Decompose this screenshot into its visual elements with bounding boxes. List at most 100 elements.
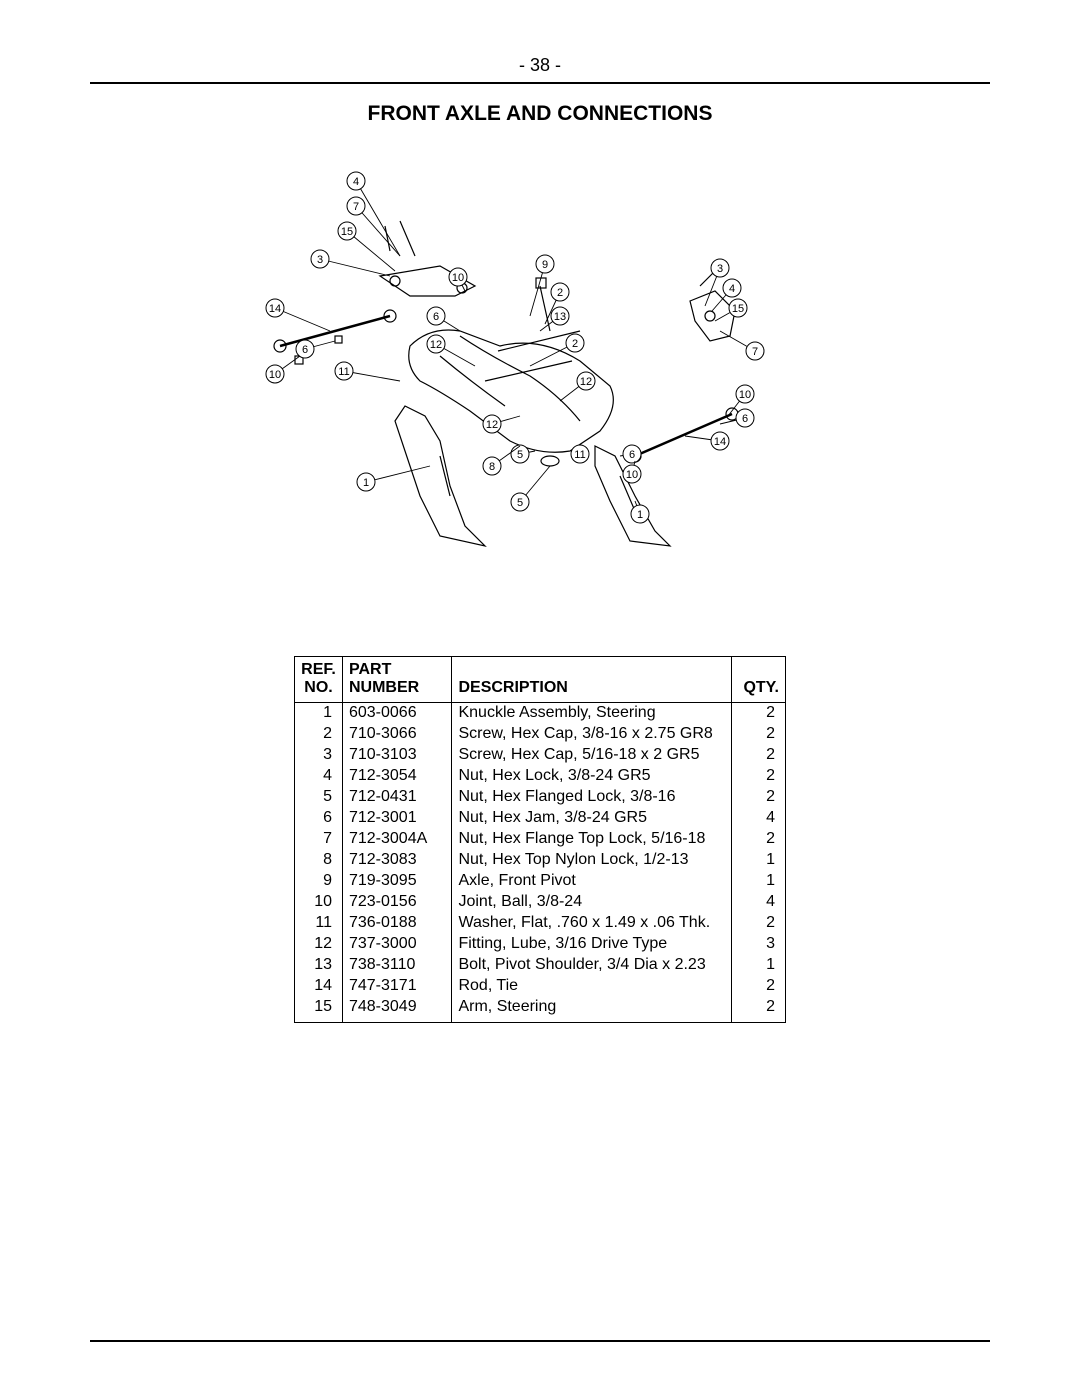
cell-desc: Arm, Steering — [452, 997, 732, 1023]
exploded-diagram: 4715391023415146132127611101210614125116… — [240, 156, 840, 566]
header-qty: QTY. — [732, 657, 786, 703]
table-row: 7712-3004ANut, Hex Flange Top Lock, 5/16… — [295, 829, 786, 850]
table-row: 11736-0188Washer, Flat, .760 x 1.49 x .0… — [295, 913, 786, 934]
cell-ref: 6 — [295, 808, 343, 829]
parts-table: REF. NO. PART NUMBER DESCRIPTION — [294, 656, 786, 1023]
section-title: FRONT AXLE AND CONNECTIONS — [90, 102, 990, 126]
callout-10: 10 — [266, 356, 300, 383]
page-number: - 38 - — [90, 55, 990, 76]
svg-text:1: 1 — [363, 477, 369, 489]
diagram-svg: 4715391023415146132127611101210614125116… — [240, 156, 840, 566]
svg-text:11: 11 — [338, 366, 349, 378]
cell-qty: 2 — [732, 913, 786, 934]
svg-text:4: 4 — [729, 283, 735, 295]
svg-text:10: 10 — [626, 469, 638, 481]
svg-text:12: 12 — [580, 376, 592, 388]
header-ref: REF. NO. — [295, 657, 343, 703]
svg-text:12: 12 — [430, 339, 442, 351]
cell-part: 710-3103 — [342, 745, 451, 766]
cell-qty: 1 — [732, 871, 786, 892]
cell-part: 603-0066 — [342, 702, 451, 724]
cell-desc: Bolt, Pivot Shoulder, 3/4 Dia x 2.23 — [452, 955, 732, 976]
cell-ref: 7 — [295, 829, 343, 850]
cell-desc: Nut, Hex Lock, 3/8-24 GR5 — [452, 766, 732, 787]
cell-ref: 8 — [295, 850, 343, 871]
cell-qty: 2 — [732, 702, 786, 724]
table-row: 6712-3001Nut, Hex Jam, 3/8-24 GR54 — [295, 808, 786, 829]
header-qty-text: QTY. — [738, 679, 779, 697]
table-row: 10723-0156Joint, Ball, 3/8-244 — [295, 892, 786, 913]
svg-text:10: 10 — [739, 389, 751, 401]
cell-qty: 2 — [732, 766, 786, 787]
svg-text:10: 10 — [452, 272, 464, 284]
svg-text:1: 1 — [637, 509, 643, 521]
callout-10: 10 — [449, 268, 467, 291]
table-row: 9719-3095Axle, Front Pivot1 — [295, 871, 786, 892]
cell-desc: Nut, Hex Top Nylon Lock, 1/2-13 — [452, 850, 732, 871]
svg-text:3: 3 — [317, 254, 323, 266]
svg-text:3: 3 — [717, 263, 723, 275]
svg-text:6: 6 — [302, 344, 308, 356]
cell-qty: 3 — [732, 934, 786, 955]
callout-12: 12 — [483, 415, 520, 433]
cell-part: 747-3171 — [342, 976, 451, 997]
svg-text:8: 8 — [489, 461, 495, 473]
cell-part: 712-3054 — [342, 766, 451, 787]
svg-text:2: 2 — [572, 338, 578, 350]
svg-text:6: 6 — [433, 311, 439, 323]
cell-part: 710-3066 — [342, 724, 451, 745]
cell-desc: Nut, Hex Flange Top Lock, 5/16-18 — [452, 829, 732, 850]
svg-text:2: 2 — [557, 287, 563, 299]
header-part-l1: PART — [349, 661, 445, 679]
svg-text:11: 11 — [574, 449, 585, 461]
callout-6: 6 — [427, 307, 460, 331]
cell-qty: 1 — [732, 955, 786, 976]
table-row: 4712-3054Nut, Hex Lock, 3/8-24 GR52 — [295, 766, 786, 787]
cell-qty: 2 — [732, 724, 786, 745]
cell-part: 712-3004A — [342, 829, 451, 850]
svg-text:12: 12 — [486, 419, 498, 431]
cell-desc: Fitting, Lube, 3/16 Drive Type — [452, 934, 732, 955]
cell-desc: Washer, Flat, .760 x 1.49 x .06 Thk. — [452, 913, 732, 934]
callout-7: 7 — [720, 331, 764, 360]
svg-text:10: 10 — [269, 369, 281, 381]
cell-part: 737-3000 — [342, 934, 451, 955]
cell-part: 748-3049 — [342, 997, 451, 1023]
table-row: 2710-3066Screw, Hex Cap, 3/8-16 x 2.75 G… — [295, 724, 786, 745]
cell-part: 712-3001 — [342, 808, 451, 829]
table-row: 15748-3049Arm, Steering2 — [295, 997, 786, 1023]
header-part-l2: NUMBER — [349, 679, 445, 697]
svg-text:14: 14 — [269, 303, 281, 315]
header-ref-l2: NO. — [301, 679, 336, 697]
cell-qty: 1 — [732, 850, 786, 871]
cell-desc: Joint, Ball, 3/8-24 — [452, 892, 732, 913]
callout-5: 5 — [511, 466, 550, 511]
cell-part: 738-3110 — [342, 955, 451, 976]
cell-desc: Rod, Tie — [452, 976, 732, 997]
svg-text:15: 15 — [341, 226, 353, 238]
callout-9: 9 — [530, 255, 554, 316]
svg-text:4: 4 — [353, 176, 359, 188]
top-rule — [90, 82, 990, 84]
cell-qty: 2 — [732, 976, 786, 997]
cell-part: 723-0156 — [342, 892, 451, 913]
callout-6: 6 — [296, 340, 335, 358]
svg-text:9: 9 — [542, 259, 548, 271]
diagram-container: 4715391023415146132127611101210614125116… — [90, 156, 990, 566]
callout-14: 14 — [266, 299, 330, 331]
svg-text:7: 7 — [353, 201, 359, 213]
header-desc: DESCRIPTION — [452, 657, 732, 703]
header-ref-l1: REF. — [301, 661, 336, 679]
cell-ref: 13 — [295, 955, 343, 976]
callout-3: 3 — [311, 250, 390, 276]
cell-qty: 2 — [732, 997, 786, 1023]
callout-11: 11 — [571, 445, 589, 463]
cell-part: 712-0431 — [342, 787, 451, 808]
callout-10: 10 — [623, 461, 641, 483]
cell-ref: 9 — [295, 871, 343, 892]
callout-12: 12 — [560, 372, 595, 401]
table-row: 12737-3000Fitting, Lube, 3/16 Drive Type… — [295, 934, 786, 955]
cell-part: 712-3083 — [342, 850, 451, 871]
svg-text:7: 7 — [752, 346, 758, 358]
cell-ref: 15 — [295, 997, 343, 1023]
